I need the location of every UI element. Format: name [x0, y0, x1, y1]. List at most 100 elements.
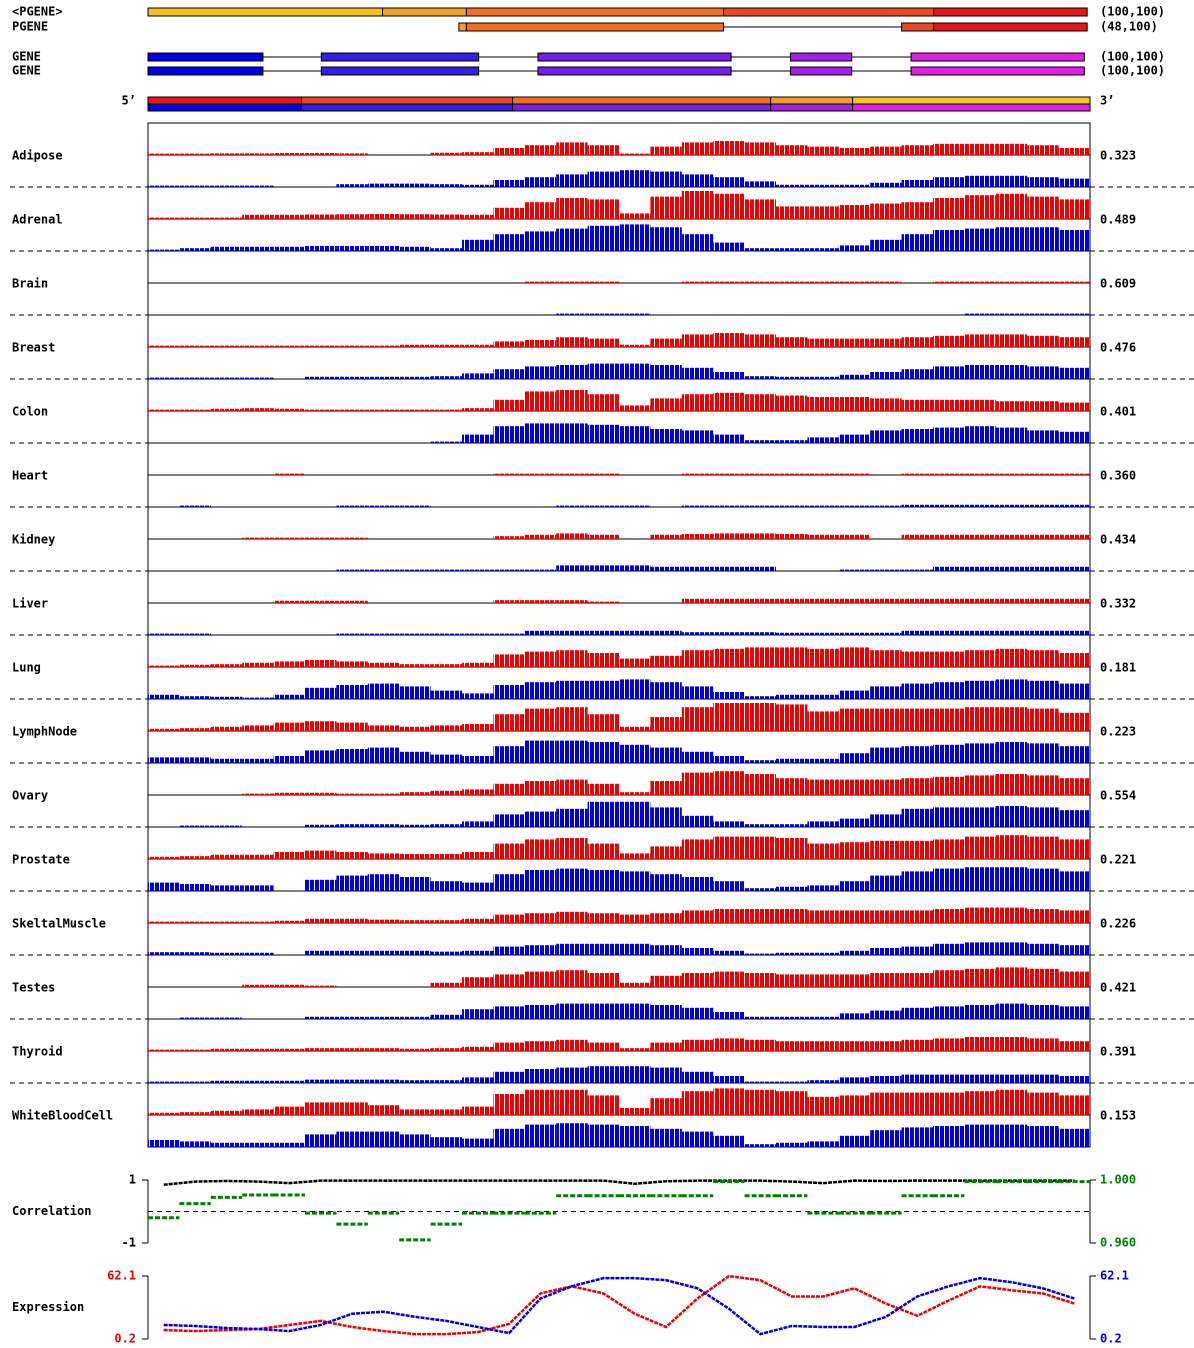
strand-left: 5’ [122, 94, 136, 108]
expression-bar [619, 914, 651, 923]
expression-bar [587, 145, 619, 155]
expression-bar [776, 376, 808, 379]
expression-bar [179, 185, 211, 187]
exon [382, 7, 467, 17]
expression-bar [619, 505, 651, 507]
expression-bar [744, 533, 776, 539]
expression-bar [838, 184, 871, 187]
expression-bar [807, 534, 839, 539]
expression-bar [901, 808, 933, 827]
expression-bar [744, 703, 776, 731]
expression-bar [430, 790, 462, 795]
expression-bar [870, 372, 902, 379]
series-line [163, 1179, 1075, 1186]
expression-bar [964, 1074, 996, 1083]
expression-bar [995, 648, 1028, 667]
expression-bar [776, 824, 808, 827]
expression-bar [681, 910, 714, 923]
expression-bar [336, 184, 368, 187]
expression-bar [776, 1016, 808, 1019]
expression-bar [493, 1094, 525, 1115]
expression-bar [493, 1071, 525, 1083]
expression-bar [838, 245, 871, 251]
expression-bar [587, 973, 619, 987]
expression-bar [838, 598, 871, 603]
expression-bar [210, 825, 243, 827]
expression-bar [744, 281, 776, 283]
strand-segment [852, 96, 1091, 105]
expression-bar [681, 191, 714, 219]
expression-bar [336, 875, 368, 891]
expression-bar [305, 1102, 337, 1115]
expression-bar [650, 1042, 682, 1051]
expression-bar [524, 682, 557, 699]
tissue-score: 0.476 [1100, 341, 1136, 355]
expression-bar [1027, 708, 1059, 731]
expression-bar [1027, 1038, 1059, 1051]
expression-bar [870, 948, 902, 955]
expression-bar [430, 824, 462, 827]
expression-bar [1027, 366, 1059, 379]
expression-bar [556, 1003, 588, 1019]
expression-bar [807, 632, 839, 635]
expression-bar [305, 750, 337, 763]
expression-bar [838, 818, 871, 827]
expression-bar [681, 948, 714, 955]
expression-bar [336, 1048, 368, 1051]
expression-bar [462, 821, 494, 827]
expression-bar [305, 660, 337, 667]
expression-bar [1027, 534, 1059, 539]
expression-bar [524, 423, 557, 443]
expression-bar [462, 950, 494, 955]
expression-bar [493, 714, 525, 731]
expression-bar [807, 1096, 839, 1115]
expression-bar [305, 918, 337, 923]
expression-bar [838, 1095, 871, 1115]
expression-bar [964, 836, 996, 859]
expression-bar [744, 973, 776, 987]
expression-bar [305, 245, 337, 251]
expression-bar [964, 313, 996, 315]
expression-bar [995, 806, 1028, 827]
expression-bar [807, 473, 839, 475]
expression-bar [556, 630, 588, 635]
expression-bar [462, 214, 494, 219]
expression-bar [242, 725, 274, 731]
expression-bar [776, 206, 808, 219]
expression-bar [556, 174, 588, 187]
expression-bar [838, 505, 871, 507]
expression-bar [305, 376, 337, 379]
expression-bar [336, 950, 368, 955]
expression-bar [493, 1042, 525, 1051]
expression-bar [524, 781, 557, 795]
expression-bar [901, 337, 933, 347]
expression-bar [336, 569, 368, 571]
expression-bar [650, 398, 682, 411]
expression-bar [462, 633, 494, 635]
expression-bar [399, 1134, 431, 1147]
tissue-name: Lung [12, 661, 41, 675]
expression-bar [964, 907, 996, 923]
expression-bar [933, 776, 965, 795]
expression-bar [681, 234, 714, 251]
expression-bar [933, 566, 965, 571]
expression-bar [995, 334, 1028, 347]
expression-bar [556, 313, 588, 315]
expression-bar [273, 1142, 305, 1147]
expression-bar [493, 843, 525, 859]
expression-bar [148, 409, 180, 411]
expression-bar [995, 967, 1028, 987]
expression-bar [901, 1127, 933, 1147]
expression-bar [1058, 313, 1090, 315]
expression-bar [870, 430, 902, 443]
expression-bar [336, 633, 368, 635]
expression-bar [1058, 598, 1090, 603]
expression-bar [901, 234, 933, 251]
expression-bar [870, 598, 902, 603]
expression-bar [995, 427, 1028, 443]
expression-bar [713, 1076, 745, 1083]
exon [147, 66, 264, 76]
expression-bar [462, 756, 494, 763]
expression-bar [995, 835, 1028, 859]
expression-bar [556, 565, 588, 571]
